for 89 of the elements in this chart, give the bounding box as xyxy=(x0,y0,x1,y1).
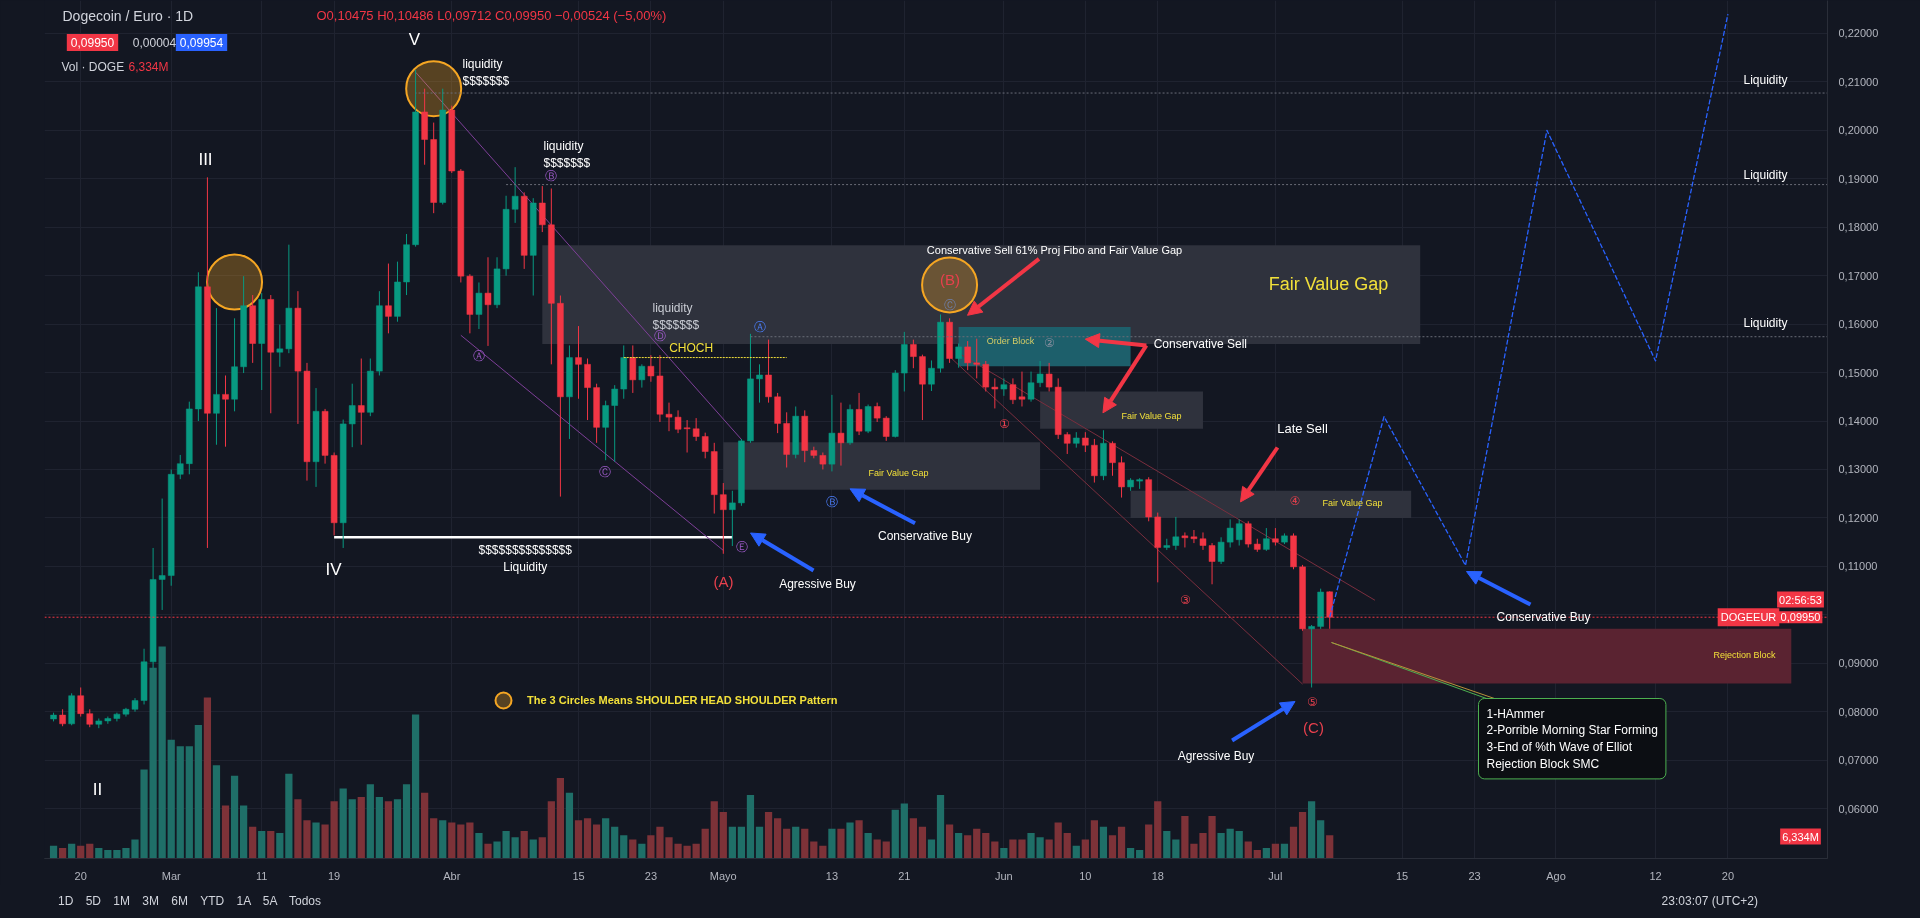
x-tick-label: Jul xyxy=(1268,869,1283,882)
annotation: Ⓑ xyxy=(544,168,557,183)
annotation: Fair Value Gap xyxy=(1322,497,1383,508)
annotation: ② xyxy=(1044,335,1055,350)
y-tick-label: 0,12000 xyxy=(1838,511,1879,524)
annotation: 02:56:53 xyxy=(1779,593,1822,606)
annotation: III xyxy=(198,150,213,169)
annotation: ① xyxy=(999,416,1010,431)
annotation: liquidity $$$$$$$ xyxy=(462,57,510,88)
x-tick-label: 12 xyxy=(1649,869,1662,882)
annotation: Agressive Buy xyxy=(779,576,856,591)
x-tick-label: 18 xyxy=(1151,869,1164,882)
annotation: II xyxy=(92,780,103,799)
annotation: Ⓐ xyxy=(753,319,766,334)
annotation: Conservative Sell 61% Proj Fibo and Fair Value Gap xyxy=(926,243,1183,256)
annotation: Ⓐ xyxy=(472,348,485,363)
annotation: 6,334M xyxy=(128,59,169,74)
annotation: 0,09950 xyxy=(1780,611,1821,624)
annotation: 0,00004 xyxy=(132,36,177,50)
annotation: 0,09954 xyxy=(179,36,224,50)
x-tick-label: 21 xyxy=(898,869,911,882)
text: O0,10475 H0,10486 L0,09712 C0,09950 −0,00524 (−5,00%) xyxy=(316,8,667,23)
x-tick-label: Jun xyxy=(995,869,1013,882)
y-tick-label: 0,13000 xyxy=(1838,463,1879,476)
annotation: Ⓑ xyxy=(825,494,838,509)
y-tick-label: 0,19000 xyxy=(1838,172,1879,185)
x-tick-label: Ago xyxy=(1546,869,1566,882)
y-tick-label: 0,08000 xyxy=(1838,705,1879,718)
annotation: Fair Value Gap xyxy=(1121,411,1182,421)
annotation: Conservative Buy xyxy=(878,529,973,544)
x-tick-label: 19 xyxy=(328,869,341,882)
annotation: ③ xyxy=(1180,592,1191,607)
y-tick-label: 0,09000 xyxy=(1838,657,1879,670)
text: 1D 5D 1M 3M 6M YTD 1A 5A Todos xyxy=(58,892,321,910)
annotation: ⑤ xyxy=(1307,694,1318,709)
annotation: Liquidity xyxy=(1743,72,1788,87)
x-tick-label: 20 xyxy=(74,869,87,882)
text: 0,09950 xyxy=(70,36,115,50)
y-tick-label: 0,07000 xyxy=(1838,754,1879,767)
series-label: CHOCH xyxy=(669,340,714,355)
annotation: IV xyxy=(325,560,343,579)
x-tick-label: Abr xyxy=(443,869,461,882)
annotation: ④ xyxy=(1289,493,1301,508)
annotation: Fair Value Gap xyxy=(1268,273,1389,294)
x-tick-label: 11 xyxy=(256,869,268,882)
x-tick-label: 15 xyxy=(572,869,585,882)
annotation: (A) xyxy=(713,573,734,590)
annotation: Ⓒ xyxy=(598,464,611,479)
ref-line-label: DOGEEUR xyxy=(1720,611,1777,624)
series-label: $$$$$$$$$$$$$$ Liquidity xyxy=(478,542,573,574)
annotation: Liquidity xyxy=(1743,315,1788,330)
y-tick-label: 0,18000 xyxy=(1838,221,1879,234)
y-tick-label: 0,21000 xyxy=(1838,75,1879,88)
y-tick-label: 0,06000 xyxy=(1838,802,1879,815)
annotation: Fair Value Gap xyxy=(868,467,929,478)
x-tick-label: 13 xyxy=(825,869,839,882)
y-tick-label: 0,14000 xyxy=(1838,415,1879,428)
y-tick-label: 0,15000 xyxy=(1838,366,1879,379)
text: 23:03:07 (UTC+2) xyxy=(1661,892,1758,910)
annotation: Rejection Block xyxy=(1713,649,1777,660)
annotation: Liquidity xyxy=(1743,167,1788,182)
annotation: (B) xyxy=(940,271,960,288)
annotation: 1-HAmmer 2-Porrible Morning Star Forming 3-End of %th Wave of Elliot Rejection Block SMC xyxy=(1486,706,1658,771)
legend-label: The 3 Circles Means SHOULDER HEAD SHOULDER Pattern xyxy=(527,694,838,706)
chart-title: Vol · DOGE xyxy=(61,59,125,74)
y-tick-label: 0,16000 xyxy=(1838,318,1879,331)
annotation: V xyxy=(408,30,421,49)
annotation: (C) xyxy=(1303,719,1324,736)
x-tick-label: Mayo xyxy=(709,869,737,882)
annotation: Order Block xyxy=(986,335,1035,346)
y-tick-label: 0,20000 xyxy=(1838,124,1879,137)
annotation: 6,334M xyxy=(1782,830,1819,843)
x-tick-label: 23 xyxy=(644,869,658,882)
x-tick-label: Mar xyxy=(161,869,182,882)
x-tick-label: 10 xyxy=(1079,869,1092,882)
y-tick-label: 0,11000 xyxy=(1838,560,1878,573)
annotation: Agressive Buy xyxy=(1177,748,1255,763)
text: Dogecoin / Euro · 1D xyxy=(62,7,194,24)
annotation: Conservative Buy xyxy=(1496,609,1591,624)
annotation: Ⓒ xyxy=(944,297,956,312)
annotation: Conservative Sell xyxy=(1153,337,1248,352)
y-tick-label: 0,22000 xyxy=(1838,27,1879,40)
x-tick-label: 23 xyxy=(1468,869,1481,882)
annotation: Late Sell xyxy=(1277,421,1328,436)
y-tick-label: 0,17000 xyxy=(1838,269,1879,282)
annotation: Ⓔ xyxy=(735,539,748,554)
annotation: liquidity $$$$$$$ xyxy=(543,139,591,170)
x-tick-label: 20 xyxy=(1721,869,1735,882)
x-tick-label: 15 xyxy=(1396,869,1409,882)
